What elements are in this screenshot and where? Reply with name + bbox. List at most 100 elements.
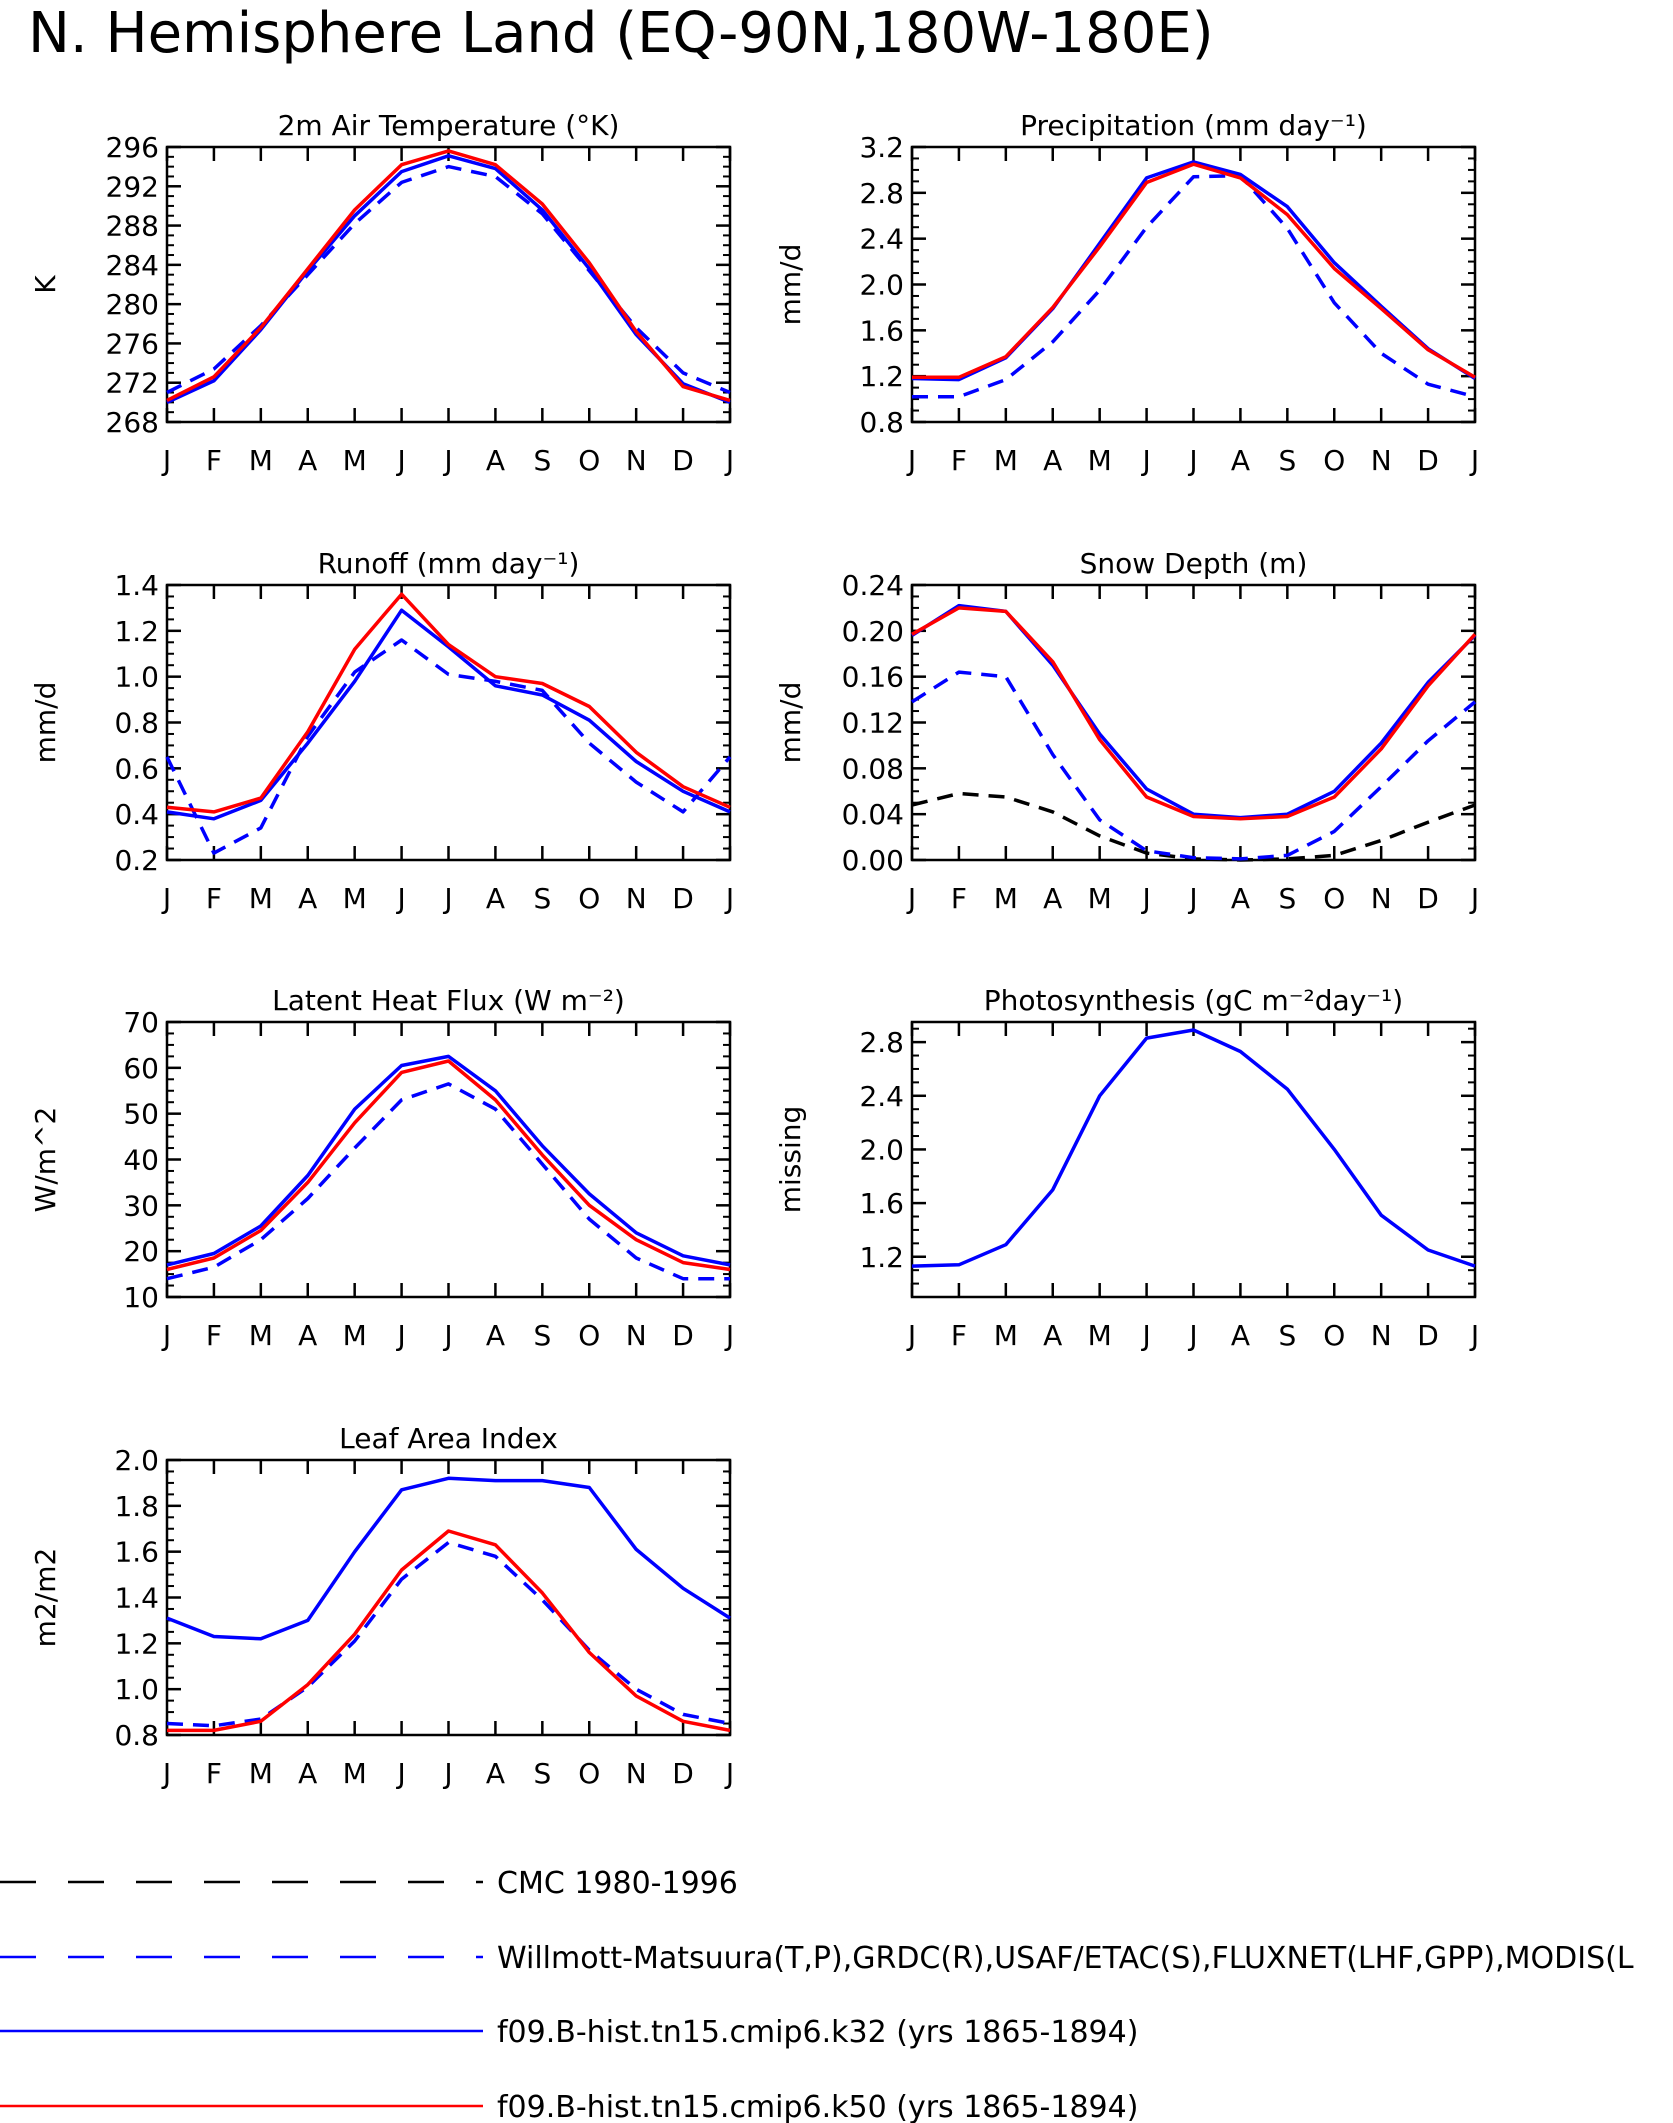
plot-frame [910, 1020, 1477, 1299]
x-tick-label: J [1140, 882, 1150, 915]
x-tick-label: J [161, 882, 171, 915]
x-tick-label: N [1371, 444, 1392, 477]
plot-frame [910, 583, 1477, 862]
y-tick-label: 1.6 [859, 314, 904, 347]
y-tick-label: 0.6 [114, 752, 159, 785]
x-tick-label: D [672, 444, 694, 477]
series-line-k32 [166, 1054, 731, 1267]
x-tick-label: A [298, 1319, 317, 1352]
series-line-k50 [166, 592, 731, 814]
x-tick-label: J [442, 444, 452, 477]
x-tick-label: D [672, 1757, 694, 1790]
x-tick-label: M [343, 882, 367, 915]
x-tick-label: J [1187, 1319, 1197, 1352]
x-tick-label: J [395, 882, 405, 915]
y-tick-label: 276 [106, 327, 159, 360]
y-tick-label: 2.8 [859, 177, 904, 210]
series-line-k50 [167, 1529, 731, 1733]
series-line-k32 [911, 603, 1477, 820]
y-tick-label: 0.4 [114, 798, 159, 831]
y-tick-label: 284 [106, 249, 159, 282]
y-tick-label: 1.8 [114, 1490, 159, 1523]
x-tick-label: D [672, 1319, 694, 1352]
x-tick-label: S [1278, 882, 1296, 915]
x-tick-label: D [1417, 882, 1439, 915]
x-tick-label: N [1371, 882, 1392, 915]
x-tick-label: M [1088, 882, 1112, 915]
series-line-k32 [911, 160, 1476, 382]
x-tick-label: F [206, 1319, 222, 1352]
y-axis-label: m2/m2 [29, 1548, 62, 1648]
x-tick-label: A [298, 1757, 317, 1790]
x-tick-label: M [249, 1757, 273, 1790]
x-tick-label: O [1323, 444, 1345, 477]
legend-label: Willmott-Matsuura(T,P),GRDC(R),USAF/ETAC… [497, 1941, 1634, 1976]
x-tick-label: J [724, 882, 734, 915]
legend-label: f09.B-hist.tn15.cmip6.k50 (yrs 1865-1894… [497, 2090, 1138, 2123]
x-tick-label: A [1043, 1319, 1062, 1352]
x-tick-label: J [906, 882, 916, 915]
x-tick-label: F [951, 444, 967, 477]
x-tick-label: A [486, 1757, 505, 1790]
x-tick-label: D [672, 882, 694, 915]
series-line-k50 [166, 1059, 731, 1272]
y-tick-label: 0.08 [842, 752, 904, 785]
y-tick-label: 1.6 [114, 1536, 159, 1569]
y-axis-label: mm/d [774, 244, 807, 326]
y-tick-label: 268 [106, 406, 159, 439]
y-tick-label: 0.16 [842, 661, 904, 694]
x-tick-label: S [1278, 444, 1296, 477]
x-tick-label: O [578, 1319, 600, 1352]
x-tick-label: J [395, 444, 405, 477]
x-tick-label: A [1231, 1319, 1250, 1352]
series-line-k32 [911, 1028, 1476, 1268]
x-tick-label: A [298, 882, 317, 915]
panel-lhf: Latent Heat Flux (W m⁻²) W/m^2 10 20 30 40 50 6… [29, 984, 734, 1352]
x-tick-label: O [578, 882, 600, 915]
panel-lai: Leaf Area Index m2/m2 0.8 1.0 1.2 1.4 1.6 1.8 2.… [29, 1422, 734, 1790]
x-tick-label: M [994, 1319, 1018, 1352]
x-tick-label: A [1231, 882, 1250, 915]
y-tick-label: 40 [123, 1144, 159, 1177]
x-tick-label: M [249, 1319, 273, 1352]
plot-frame [910, 145, 1477, 424]
legend: CMC 1980-1996 Willmott-Matsuura(T,P),GRDC… [0, 1866, 1634, 2123]
y-tick-label: 2.4 [859, 223, 904, 256]
y-tick-label: 0.8 [114, 707, 159, 740]
x-tick-label: N [1371, 1319, 1392, 1352]
y-tick-label: 3.2 [859, 131, 904, 164]
y-tick-label: 272 [106, 367, 159, 400]
x-tick-label: S [533, 1757, 551, 1790]
x-tick-label: N [626, 882, 647, 915]
panel-temp: 2m Air Temperature (°K) K 268 272 276 280 284 2… [29, 109, 734, 477]
x-tick-label: N [626, 1757, 647, 1790]
x-tick-label: O [1323, 882, 1345, 915]
x-tick-label: F [951, 1319, 967, 1352]
y-tick-label: 60 [123, 1052, 159, 1085]
y-tick-label: 0.04 [842, 798, 904, 831]
y-tick-label: 0.8 [114, 1719, 159, 1752]
plot-frame [165, 145, 732, 424]
x-tick-label: A [298, 444, 317, 477]
x-tick-label: S [1278, 1319, 1296, 1352]
x-tick-label: J [1469, 444, 1479, 477]
x-tick-label: A [486, 444, 505, 477]
x-tick-label: S [533, 1319, 551, 1352]
y-tick-label: 280 [106, 288, 159, 321]
x-tick-label: O [578, 1757, 600, 1790]
series-line-k50 [911, 606, 1477, 821]
y-tick-label: 1.2 [114, 1627, 159, 1660]
y-tick-label: 1.4 [114, 569, 159, 602]
series-line-k50 [166, 149, 731, 403]
panel-precip: Precipitation (mm day⁻¹) mm/d 0.8 1.2 1.6 2.0… [774, 109, 1479, 477]
y-tick-label: 2.8 [859, 1026, 904, 1059]
x-tick-label: J [906, 1319, 916, 1352]
x-tick-label: M [343, 1757, 367, 1790]
x-tick-label: F [206, 882, 222, 915]
y-tick-label: 0.20 [842, 615, 904, 648]
x-tick-label: J [161, 1319, 171, 1352]
x-tick-label: J [1140, 444, 1150, 477]
x-tick-label: M [343, 444, 367, 477]
series-line-k32 [166, 608, 731, 821]
